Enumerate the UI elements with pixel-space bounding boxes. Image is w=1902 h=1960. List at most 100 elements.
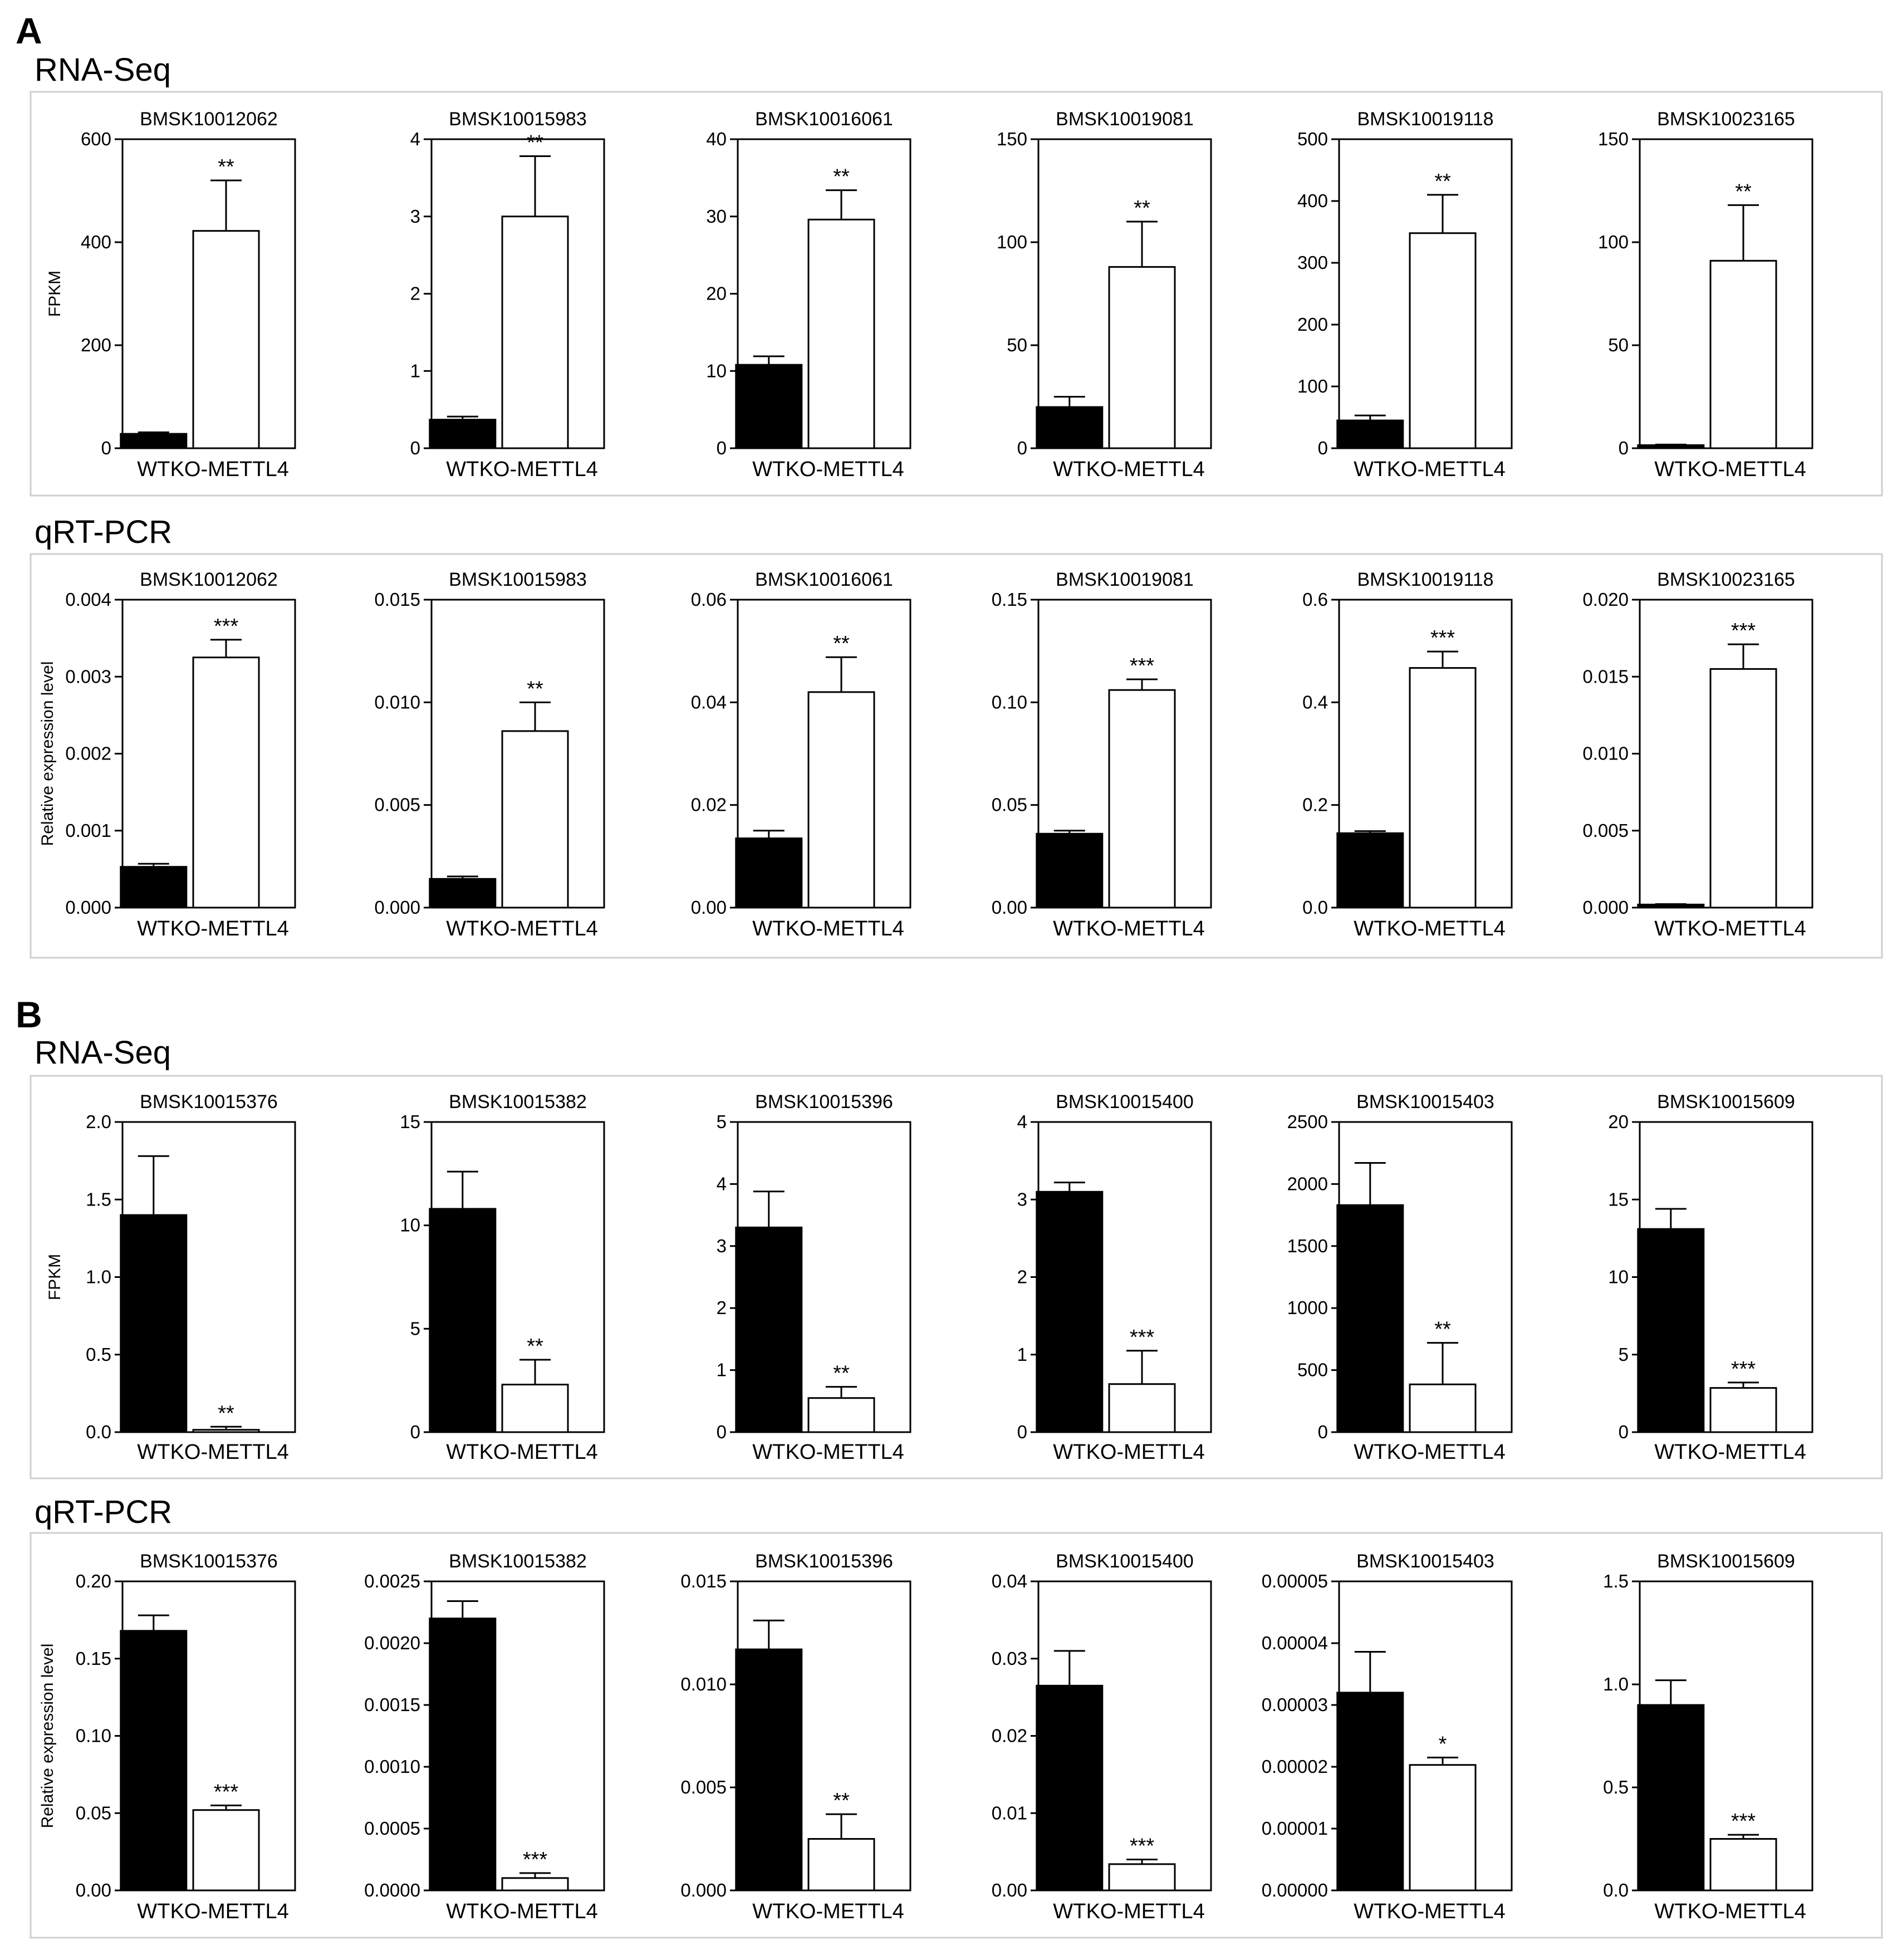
y-tick-label: 50: [1608, 335, 1629, 355]
y-tick-label: 5: [410, 1318, 420, 1339]
category-label: WT: [446, 1440, 479, 1464]
chart-title: BMSK10015400: [1056, 1091, 1194, 1113]
y-tick-label: 300: [1297, 252, 1328, 273]
y-tick-label: 0.04: [992, 1571, 1027, 1591]
y-tick-label: 1: [410, 360, 420, 381]
bar-ko: [501, 1384, 569, 1433]
category-label: KO-METTL4: [786, 917, 904, 940]
y-tick-label: 0.001: [65, 820, 111, 841]
y-tick-label: 50: [1007, 335, 1027, 355]
y-tick-label: 200: [1297, 314, 1328, 335]
chart-title: BMSK10015403: [1356, 1091, 1494, 1113]
bar-ko: [1108, 266, 1176, 449]
chart-BMSK10015376: BMSK10015376 0.00 0.05 0.10 0.15 0.20 Relative…: [38, 1551, 296, 1923]
y-tick-label: 100: [1598, 232, 1629, 252]
y-tick-label: 0.0: [1603, 1880, 1629, 1900]
y-tick-label: 0.005: [374, 795, 420, 815]
category-label: KO-METTL4: [1387, 917, 1506, 940]
chart-BMSK10015400: BMSK10015400 0 1 2 3 4 WT *** KO-METTL4: [1017, 1091, 1212, 1464]
chart-BMSK10015403: BMSK10015403 0.00000 0.00001 0.00002 0.00003…: [1262, 1551, 1513, 1923]
y-tick-label: 1.0: [1603, 1674, 1629, 1694]
significance-label: **: [218, 1402, 234, 1425]
category-label: WT: [1354, 1900, 1386, 1923]
y-tick-label: 0.00002: [1262, 1756, 1328, 1777]
significance-label: ***: [1731, 1810, 1756, 1833]
category-label: WT: [1354, 917, 1386, 940]
bar-wt: [735, 1226, 803, 1433]
category-label: KO-METTL4: [1086, 1900, 1205, 1923]
bar-ko: [1409, 232, 1477, 449]
category-label: KO-METTL4: [786, 458, 904, 481]
y-tick-label: 15: [400, 1111, 420, 1132]
y-tick-label: 0: [410, 1422, 420, 1442]
bar-wt: [429, 1618, 497, 1892]
y-tick-label: 2: [410, 283, 420, 304]
bar-wt: [1036, 406, 1104, 449]
y-axis-label: FPKM: [46, 271, 64, 317]
category-label: KO-METTL4: [170, 458, 289, 481]
y-tick-label: 600: [81, 129, 111, 149]
y-axis-label: Relative expression level: [38, 661, 57, 846]
chart-title: BMSK10019081: [1056, 109, 1194, 130]
category-label: KO-METTL4: [1387, 458, 1506, 481]
chart-BMSK10016061: BMSK10016061 0 10 20 30 40 WT ** KO-METTL4: [706, 109, 911, 481]
category-label: WT: [1354, 458, 1386, 481]
bar-ko: [807, 691, 875, 909]
significance-label: **: [527, 677, 543, 700]
bar-wt: [1036, 1190, 1104, 1433]
significance-label: **: [1434, 1318, 1451, 1341]
row-frame: [30, 553, 1883, 959]
y-tick-label: 0.06: [691, 589, 727, 610]
chart-BMSK10015403: BMSK10015403 0 500 1000 1500 2000 2500 WT ** KO-M…: [1287, 1091, 1513, 1464]
chart-BMSK10015382: BMSK10015382 0.0000 0.0005 0.0010 0.0015 0.00…: [364, 1551, 605, 1923]
y-tick-label: 0.00001: [1262, 1818, 1328, 1839]
y-tick-label: 0.0020: [364, 1633, 420, 1653]
chart-title: BMSK10015609: [1657, 1551, 1795, 1572]
category-label: KO-METTL4: [1688, 1440, 1806, 1464]
significance-label: ***: [1130, 654, 1155, 678]
y-tick-label: 0.0015: [364, 1694, 420, 1715]
bar-wt: [735, 837, 803, 909]
bar-ko: [1108, 1383, 1176, 1433]
significance-label: **: [527, 131, 543, 155]
panel-letter: A: [16, 10, 42, 51]
chart-BMSK10019118: BMSK10019118 0.0 0.2 0.4 0.6 WT *** KO-METTL4: [1302, 569, 1513, 940]
y-tick-label: 0.0005: [364, 1818, 420, 1839]
category-label: WT: [137, 458, 170, 481]
y-tick-label: 2: [717, 1297, 727, 1318]
y-tick-label: 1: [717, 1360, 727, 1380]
chart-BMSK10015400: BMSK10015400 0.00 0.01 0.02 0.03 0.04 WT *** KO-…: [992, 1551, 1212, 1923]
y-tick-label: 0.02: [691, 795, 727, 815]
chart-BMSK10012062: BMSK10012062 0 200 400 600 FPKM WT ** KO-METTL4: [46, 109, 296, 481]
bar-ko: [192, 1809, 260, 1892]
y-tick-label: 0.00: [992, 1880, 1027, 1900]
bar-wt: [1637, 1228, 1705, 1433]
y-tick-label: 0: [1318, 1422, 1328, 1442]
chart-BMSK10016061: BMSK10016061 0.00 0.02 0.04 0.06 WT ** KO-METTL…: [691, 569, 911, 940]
row-frame: [30, 1075, 1883, 1479]
bar-wt: [735, 364, 803, 449]
category-label: KO-METTL4: [1688, 917, 1806, 940]
row-title: qRT-PCR: [35, 514, 172, 550]
y-tick-label: 0.005: [680, 1777, 727, 1797]
chart-BMSK10012062: BMSK10012062 0.000 0.001 0.002 0.003 0.004 Rel…: [38, 569, 296, 940]
y-tick-label: 0.2: [1302, 795, 1328, 815]
y-tick-label: 400: [1297, 190, 1328, 211]
y-tick-label: 0.010: [374, 692, 420, 712]
category-label: WT: [1654, 1440, 1687, 1464]
category-label: WT: [1053, 458, 1086, 481]
category-label: WT: [752, 458, 785, 481]
chart-title: BMSK10015382: [449, 1551, 587, 1572]
y-tick-label: 5: [1619, 1344, 1629, 1365]
significance-label: ***: [1130, 1326, 1155, 1349]
y-tick-label: 0.05: [76, 1802, 111, 1823]
y-tick-label: 2.0: [86, 1111, 111, 1132]
y-tick-label: 0.000: [1582, 897, 1629, 918]
y-tick-label: 0.03: [992, 1648, 1027, 1669]
chart-BMSK10019081: BMSK10019081 0 50 100 150 WT ** KO-METTL4: [997, 109, 1212, 481]
y-tick-label: 0.4: [1302, 692, 1328, 712]
panel-letter: B: [16, 994, 42, 1035]
bar-wt: [429, 419, 497, 449]
y-tick-label: 0.0000: [364, 1880, 420, 1900]
significance-label: **: [833, 165, 850, 189]
